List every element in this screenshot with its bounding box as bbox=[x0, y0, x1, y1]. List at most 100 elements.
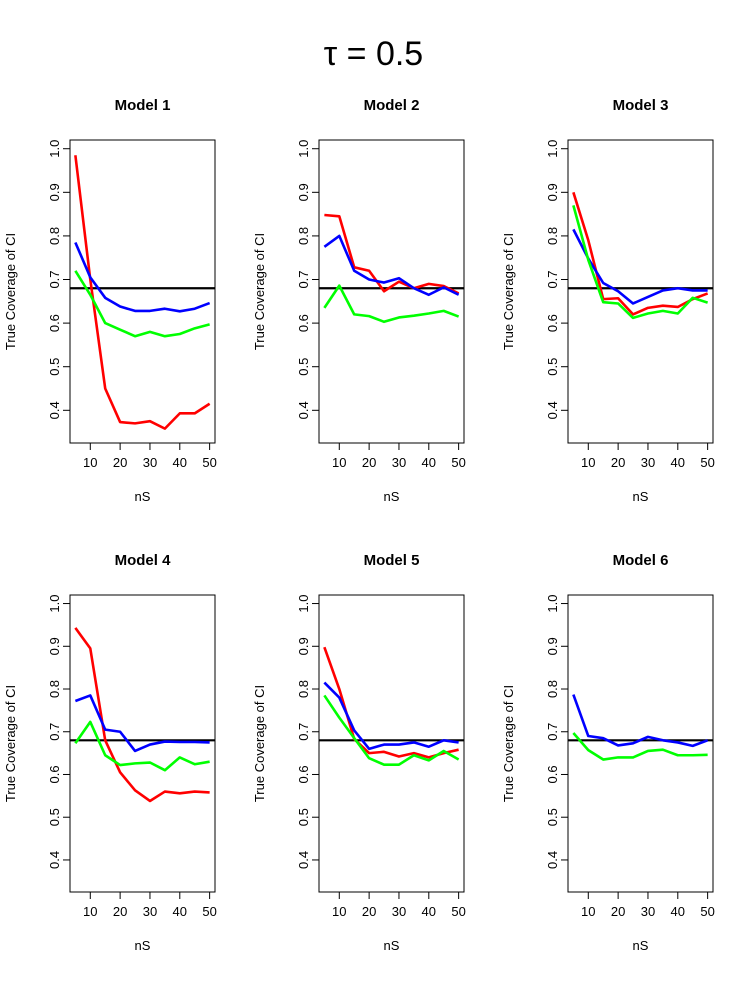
series-line-blue bbox=[74, 241, 211, 313]
series-line-green bbox=[74, 720, 210, 772]
y-axis-label: True Coverage of CI bbox=[501, 233, 516, 350]
y-tick-label: 0.9 bbox=[47, 637, 62, 655]
chart-title: Model 5 bbox=[364, 552, 420, 569]
y-tick-label: 1.0 bbox=[47, 595, 62, 613]
series-line-green bbox=[323, 694, 460, 766]
y-tick-label: 0.8 bbox=[296, 227, 311, 245]
series-line-red bbox=[74, 627, 210, 803]
x-tick-label: 50 bbox=[700, 455, 714, 470]
chart-panel-3: Model 3 0.4 0.5 0.6 0.7 0.8 0.9 1.0 10 20 30 40 50 nS… bbox=[501, 97, 715, 504]
y-tick-label: 0.5 bbox=[296, 358, 311, 376]
series-line-blue bbox=[323, 234, 460, 297]
x-tick-label: 40 bbox=[671, 455, 685, 470]
y-tick-label: 0.4 bbox=[47, 851, 62, 869]
x-tick-label: 30 bbox=[143, 455, 157, 470]
y-tick-label: 0.5 bbox=[47, 808, 62, 826]
chart-panel-4: Model 4 0.4 0.5 0.6 0.7 0.8 0.9 1.0 10 20 30 40 50 nS… bbox=[3, 552, 217, 953]
y-axis-label: True Coverage of CI bbox=[3, 233, 18, 350]
chart-panel-5: Model 5 0.4 0.5 0.6 0.7 0.8 0.9 1.0 10 20 30 40 50 nS… bbox=[252, 552, 466, 953]
x-tick-label: 40 bbox=[422, 455, 436, 470]
y-tick-label: 0.9 bbox=[47, 183, 62, 201]
y-tick-label: 0.9 bbox=[545, 183, 560, 201]
x-tick-label: 10 bbox=[332, 455, 346, 470]
x-tick-label: 30 bbox=[641, 455, 655, 470]
y-tick-label: 0.8 bbox=[296, 680, 311, 698]
figure-title: τ = 0.5 bbox=[324, 35, 423, 73]
x-tick-label: 50 bbox=[451, 904, 465, 919]
y-tick-label: 1.0 bbox=[296, 140, 311, 158]
y-tick-label: 0.6 bbox=[47, 765, 62, 783]
series-line-green bbox=[572, 732, 708, 761]
y-tick-label: 0.7 bbox=[47, 270, 62, 288]
series-line-blue bbox=[572, 228, 708, 305]
y-tick-label: 0.9 bbox=[296, 183, 311, 201]
x-tick-label: 10 bbox=[581, 904, 595, 919]
chart-title: Model 3 bbox=[613, 97, 669, 114]
y-axis-label: True Coverage of CI bbox=[501, 685, 516, 802]
y-tick-label: 0.7 bbox=[296, 723, 311, 741]
y-axis-label: True Coverage of CI bbox=[252, 233, 267, 350]
y-tick-label: 1.0 bbox=[47, 140, 62, 158]
y-tick-label: 0.9 bbox=[296, 637, 311, 655]
y-tick-label: 0.6 bbox=[545, 765, 560, 783]
y-tick-label: 0.4 bbox=[296, 851, 311, 869]
series-line-blue bbox=[572, 694, 709, 748]
x-axis-label: nS bbox=[135, 938, 151, 953]
y-tick-label: 0.4 bbox=[545, 401, 560, 419]
y-tick-label: 0.5 bbox=[545, 808, 560, 826]
chart-title: Model 1 bbox=[115, 97, 171, 114]
y-tick-label: 0.7 bbox=[47, 723, 62, 741]
chart-title: Model 6 bbox=[613, 552, 669, 569]
y-tick-label: 0.7 bbox=[545, 723, 560, 741]
y-tick-label: 0.8 bbox=[545, 680, 560, 698]
series-line-blue bbox=[323, 681, 459, 751]
plot-frame bbox=[318, 594, 465, 893]
y-tick-label: 0.5 bbox=[296, 808, 311, 826]
plot-frame bbox=[567, 594, 714, 893]
x-tick-label: 10 bbox=[581, 455, 595, 470]
x-tick-label: 40 bbox=[422, 904, 436, 919]
x-tick-label: 50 bbox=[202, 455, 216, 470]
x-tick-label: 20 bbox=[362, 904, 376, 919]
y-tick-label: 0.4 bbox=[545, 851, 560, 869]
x-axis-label: nS bbox=[633, 489, 649, 504]
series-line-red bbox=[572, 191, 709, 316]
x-tick-label: 10 bbox=[332, 904, 346, 919]
y-tick-label: 0.4 bbox=[47, 401, 62, 419]
x-axis-label: nS bbox=[135, 489, 151, 504]
series-line-red bbox=[74, 155, 211, 430]
y-tick-label: 1.0 bbox=[296, 595, 311, 613]
panels: Model 1 0.4 0.5 0.6 0.7 0.8 0.9 1.0 10 20 30 40 50 nS… bbox=[3, 97, 715, 953]
x-tick-label: 30 bbox=[392, 455, 406, 470]
chart-panel-6: Model 6 0.4 0.5 0.6 0.7 0.8 0.9 1.0 10 20 30 40 50 nS… bbox=[501, 552, 715, 953]
y-tick-label: 0.8 bbox=[47, 680, 62, 698]
series-line-blue bbox=[74, 694, 210, 753]
x-tick-label: 10 bbox=[83, 904, 97, 919]
x-tick-label: 20 bbox=[113, 904, 127, 919]
y-tick-label: 0.9 bbox=[545, 637, 560, 655]
x-tick-label: 30 bbox=[641, 904, 655, 919]
y-tick-label: 0.6 bbox=[296, 765, 311, 783]
y-tick-label: 1.0 bbox=[545, 595, 560, 613]
series-line-red bbox=[324, 213, 460, 295]
x-tick-label: 20 bbox=[611, 455, 625, 470]
x-axis-label: nS bbox=[384, 938, 400, 953]
x-tick-label: 30 bbox=[143, 904, 157, 919]
plot-frame bbox=[69, 139, 216, 444]
x-axis-label: nS bbox=[384, 489, 400, 504]
series-line-green bbox=[323, 284, 460, 324]
y-tick-label: 0.6 bbox=[47, 314, 62, 332]
y-tick-label: 0.7 bbox=[545, 270, 560, 288]
y-tick-label: 0.5 bbox=[47, 358, 62, 376]
chart-panel-1: Model 1 0.4 0.5 0.6 0.7 0.8 0.9 1.0 10 20 30 40 50 nS… bbox=[3, 97, 217, 504]
x-tick-label: 20 bbox=[362, 455, 376, 470]
series-line-green bbox=[74, 270, 210, 338]
y-tick-label: 0.6 bbox=[296, 314, 311, 332]
y-tick-label: 1.0 bbox=[545, 140, 560, 158]
series-line-green bbox=[572, 205, 709, 320]
y-axis-label: True Coverage of CI bbox=[3, 685, 18, 802]
x-tick-label: 20 bbox=[113, 455, 127, 470]
x-tick-label: 50 bbox=[700, 904, 714, 919]
x-tick-label: 10 bbox=[83, 455, 97, 470]
x-axis-label: nS bbox=[633, 938, 649, 953]
